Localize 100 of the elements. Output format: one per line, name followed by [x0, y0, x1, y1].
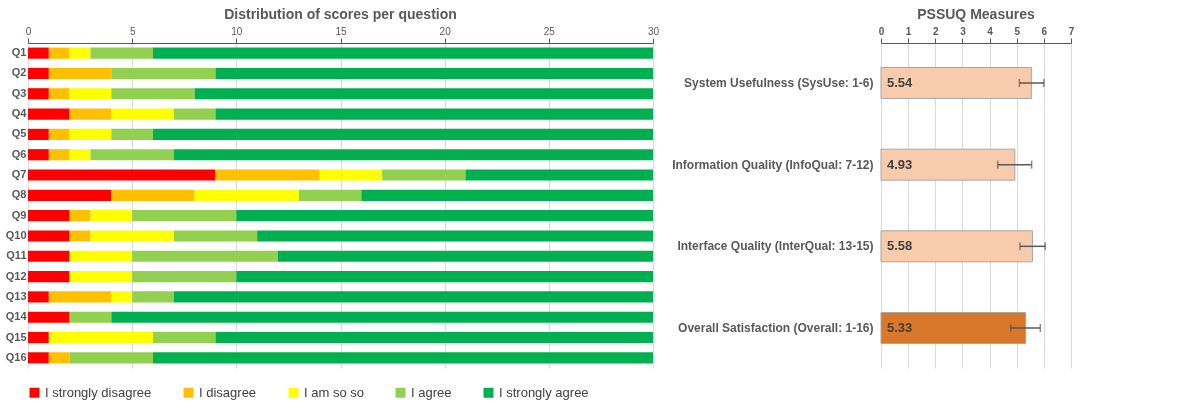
- bar: [28, 108, 70, 120]
- y-tick-label: Interface Quality (InterQual: 13-15): [677, 239, 874, 254]
- y-tick-label: Q13: [5, 289, 27, 302]
- bar: [382, 169, 466, 181]
- bar: [28, 67, 49, 80]
- chart-title: Distribution of scores per question: [224, 6, 457, 22]
- bar: [90, 210, 133, 222]
- bar: [111, 291, 133, 303]
- bar: [28, 291, 49, 303]
- bar: [69, 271, 133, 283]
- bar: [69, 250, 133, 262]
- bar: [28, 230, 70, 242]
- bar: [132, 291, 174, 303]
- bar: [215, 331, 653, 344]
- x-tick-label: 5: [129, 25, 136, 37]
- bar: [28, 210, 70, 222]
- bar: [194, 189, 299, 201]
- bar: [28, 331, 49, 344]
- y-tick-label: Q12: [5, 269, 27, 282]
- y-tick-label: Q15: [5, 330, 27, 343]
- y-tick-label: Q5: [11, 127, 27, 140]
- bar: [69, 47, 91, 59]
- data-label: 5.58: [887, 238, 913, 254]
- bar: [28, 189, 112, 201]
- bar: [111, 88, 195, 100]
- y-tick-label: Q1: [11, 46, 27, 59]
- bar: [48, 88, 70, 100]
- bar: [111, 189, 195, 201]
- bar: [28, 169, 216, 181]
- bar: [361, 189, 653, 201]
- bar: [69, 128, 112, 140]
- bar: [298, 189, 362, 201]
- bar: [69, 108, 112, 120]
- bar: [173, 230, 258, 242]
- bar: [111, 311, 653, 323]
- bar: [28, 352, 49, 364]
- bar: [28, 311, 70, 323]
- x-tick-label: 25: [543, 25, 556, 37]
- bar: [69, 149, 91, 161]
- bar: [48, 331, 153, 344]
- x-tick-label: 2: [933, 25, 939, 37]
- y-tick-label: Q14: [5, 310, 28, 323]
- bar: [69, 311, 112, 323]
- bar: [69, 210, 91, 222]
- legend-label: I strongly disagree: [45, 384, 152, 400]
- data-label: 5.54: [887, 75, 914, 91]
- bar: [111, 128, 153, 140]
- bar: [215, 67, 653, 80]
- y-tick-label: System Usefulness (SysUse: 1-6): [684, 76, 874, 91]
- y-tick-label: Q2: [11, 66, 27, 79]
- bar: [111, 108, 174, 120]
- x-tick-label: 15: [335, 25, 347, 37]
- bar: [215, 169, 320, 181]
- y-tick-label: Q9: [11, 208, 27, 221]
- bar: [48, 67, 112, 80]
- bar: [153, 331, 216, 344]
- y-tick-label: Overall Satisfaction (Overall: 1-16): [678, 320, 874, 335]
- bar: [319, 169, 383, 181]
- bar: [236, 271, 653, 283]
- y-tick-label: Information Quality (InfoQual: 7-12): [672, 157, 874, 172]
- legend-label: I am so so: [304, 384, 364, 400]
- bar: [132, 210, 237, 222]
- x-tick-label: 20: [439, 25, 452, 37]
- bar: [153, 47, 653, 59]
- bar: [465, 169, 653, 181]
- bar: [90, 149, 174, 161]
- x-tick-label: 4: [987, 25, 994, 37]
- bar: [69, 352, 153, 364]
- bar: [28, 271, 70, 283]
- bar: [173, 108, 216, 120]
- bar: [153, 128, 653, 140]
- x-tick-label: 6: [1041, 25, 1048, 37]
- legend-label: I disagree: [199, 384, 257, 400]
- y-tick-label: Q10: [5, 228, 27, 241]
- bar: [132, 250, 278, 262]
- bar: [48, 149, 70, 161]
- bar: [48, 128, 70, 140]
- bar: [48, 352, 70, 364]
- bar: [90, 47, 153, 59]
- legend-label: I agree: [411, 384, 452, 400]
- bar: [28, 149, 49, 161]
- x-tick-label: 0: [878, 25, 885, 37]
- x-tick-label: 1: [905, 25, 912, 37]
- x-tick-label: 0: [25, 25, 32, 37]
- bar: [173, 149, 653, 161]
- y-tick-label: Q11: [6, 249, 27, 262]
- bar: [28, 128, 49, 140]
- bar: [278, 250, 653, 262]
- bar: [69, 88, 112, 100]
- data-label: 4.93: [887, 156, 913, 172]
- bar: [194, 88, 653, 100]
- bar: [173, 291, 653, 303]
- bar: [215, 108, 653, 120]
- bar: [257, 230, 653, 242]
- bar: [28, 250, 70, 262]
- bar: [132, 271, 237, 283]
- x-tick-label: 30: [647, 25, 660, 37]
- y-tick-label: Q16: [5, 350, 27, 363]
- data-label: 5.33: [887, 319, 913, 335]
- bar: [28, 47, 49, 59]
